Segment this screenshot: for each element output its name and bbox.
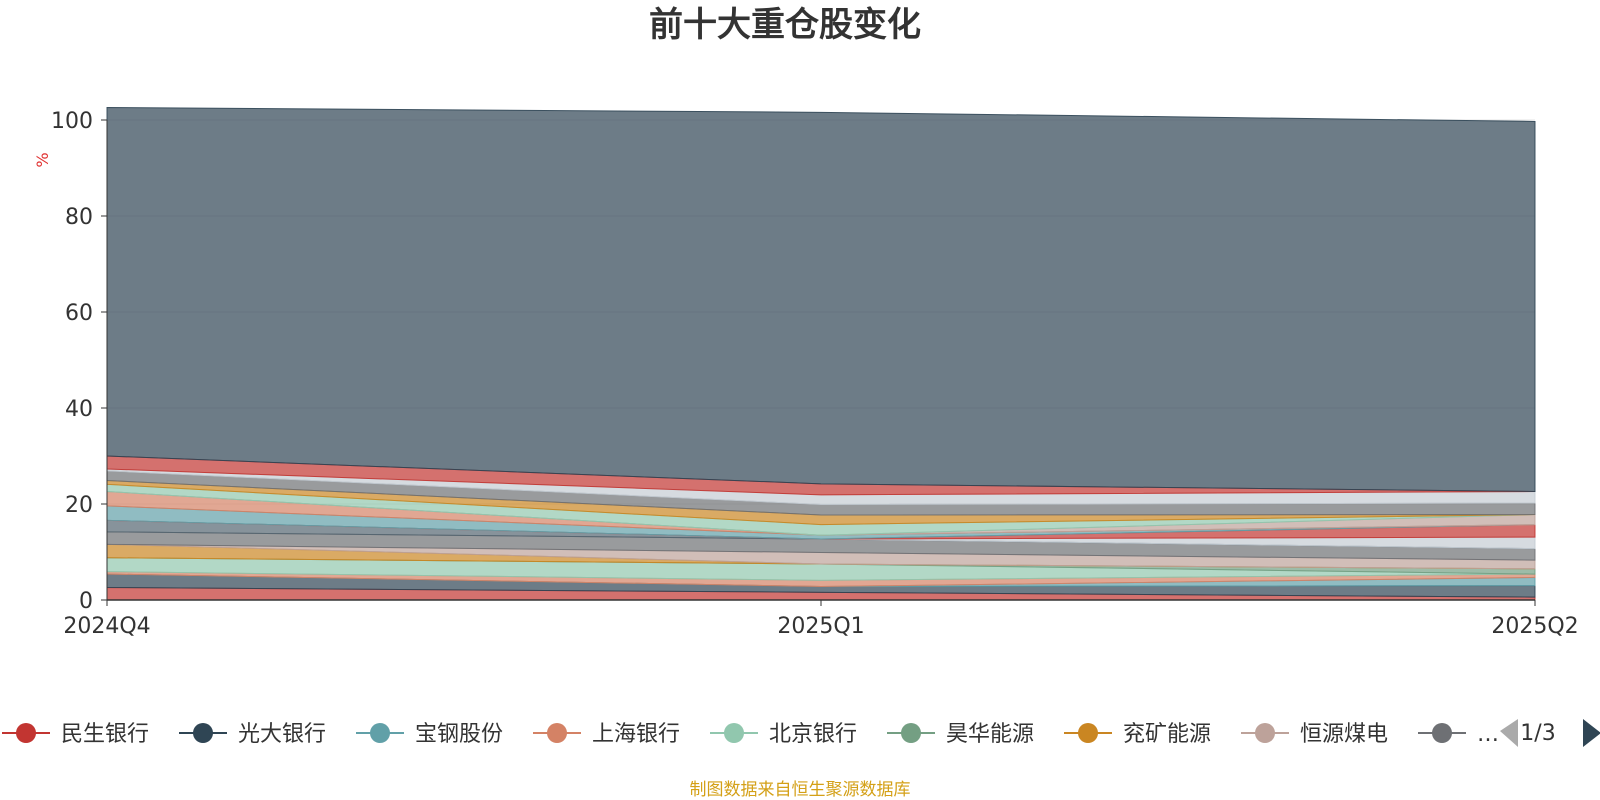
legend-item-label[interactable]: 兖矿能源	[1123, 722, 1211, 747]
legend-marker-icon[interactable]	[901, 723, 921, 743]
y-tick-label: 0	[79, 589, 93, 614]
x-tick-label: 2024Q4	[63, 614, 150, 639]
legend-marker-icon[interactable]	[724, 723, 744, 743]
y-tick-label: 40	[65, 397, 93, 422]
x-tick-label: 2025Q2	[1491, 614, 1578, 639]
y-tick-label: 80	[65, 205, 93, 230]
y-tick-label: 60	[65, 301, 93, 326]
legend-item-label[interactable]: 光大银行	[238, 722, 326, 747]
legend-next-page-icon[interactable]	[1583, 719, 1600, 747]
legend-marker-icon[interactable]	[193, 723, 213, 743]
area-series-21[interactable]	[106, 107, 1536, 493]
legend-marker-icon[interactable]	[1432, 723, 1452, 743]
legend-prev-page-icon[interactable]	[1500, 719, 1518, 747]
y-tick-label: 100	[51, 109, 93, 134]
legend-item-label[interactable]: …	[1477, 722, 1499, 747]
area-series-group	[106, 107, 1536, 601]
legend-item-label[interactable]: 宝钢股份	[415, 722, 503, 747]
legend-item-label[interactable]: 昊华能源	[946, 722, 1034, 747]
legend[interactable]: 民生银行 光大银行 宝钢股份 上海银行 北京银行 昊华能源 兖矿能源 恒源煤电 …	[2, 722, 1499, 747]
y-tick-label: 20	[65, 493, 93, 518]
legend-marker-icon[interactable]	[370, 723, 390, 743]
x-tick-label: 2025Q1	[777, 614, 864, 639]
legend-marker-icon[interactable]	[1078, 723, 1098, 743]
legend-page-indicator: 1/3	[1520, 721, 1555, 746]
legend-marker-icon[interactable]	[16, 723, 36, 743]
legend-item-label[interactable]: 上海银行	[592, 722, 680, 747]
legend-item-label[interactable]: 民生银行	[61, 722, 149, 747]
legend-marker-icon[interactable]	[547, 723, 567, 743]
legend-marker-icon[interactable]	[1255, 723, 1275, 743]
chart-title: 前十大重仓股变化	[649, 5, 921, 45]
legend-item-label[interactable]: 北京银行	[769, 722, 857, 747]
axes: 0 20 40 60 80 100 2024Q4 2025Q1 2025Q2	[51, 109, 1579, 639]
y-axis-label: %	[33, 152, 52, 167]
data-source-note: 制图数据来自恒生聚源数据库	[690, 780, 911, 800]
legend-item-label[interactable]: 恒源煤电	[1300, 722, 1388, 747]
